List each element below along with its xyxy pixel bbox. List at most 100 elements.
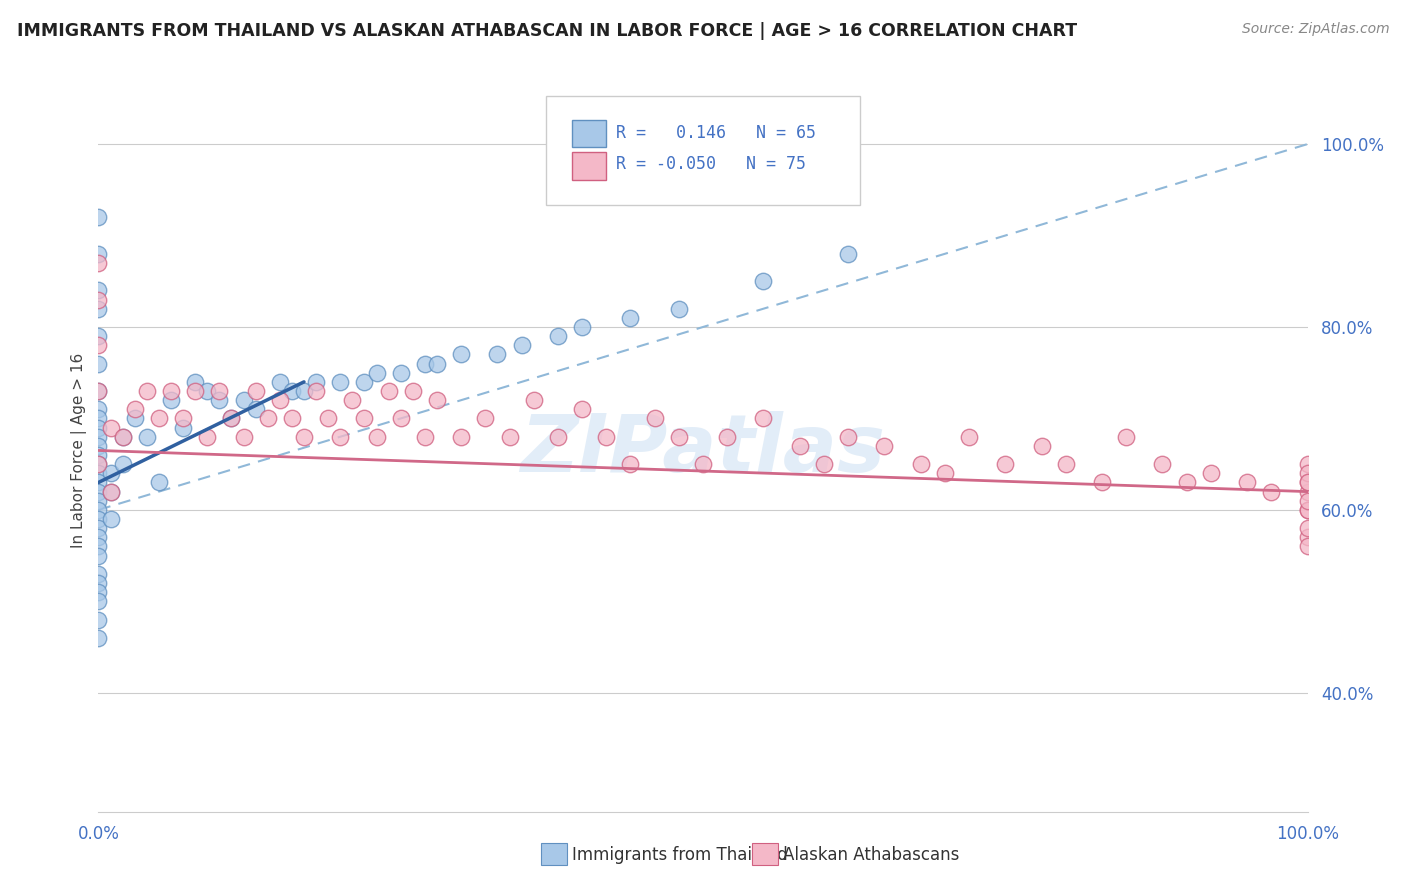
- Point: [100, 484, 122, 499]
- Point: [752, 411, 775, 425]
- Point: [87, 521, 110, 535]
- Point: [474, 411, 496, 425]
- Point: [1296, 484, 1319, 499]
- Point: [160, 393, 183, 408]
- Text: Immigrants from Thailand: Immigrants from Thailand: [572, 846, 787, 863]
- Point: [353, 375, 375, 389]
- Point: [87, 512, 110, 526]
- Point: [402, 384, 425, 398]
- Point: [87, 284, 110, 298]
- Point: [1296, 503, 1319, 517]
- Point: [366, 430, 388, 444]
- Point: [837, 430, 859, 444]
- Point: [87, 211, 110, 225]
- Point: [450, 430, 472, 444]
- Point: [1152, 457, 1174, 471]
- Point: [305, 375, 328, 389]
- Point: [87, 338, 110, 352]
- Point: [87, 457, 110, 471]
- Point: [111, 430, 134, 444]
- Point: [523, 393, 546, 408]
- Point: [957, 430, 980, 444]
- Point: [100, 484, 122, 499]
- Point: [87, 566, 110, 581]
- Point: [256, 411, 278, 425]
- Point: [1115, 430, 1137, 444]
- Point: [571, 320, 593, 334]
- Point: [87, 420, 110, 434]
- Text: R = -0.050   N = 75: R = -0.050 N = 75: [616, 154, 806, 173]
- Point: [184, 375, 207, 389]
- Point: [100, 512, 122, 526]
- Point: [195, 384, 218, 398]
- Point: [305, 384, 328, 398]
- Point: [160, 384, 183, 398]
- Point: [245, 384, 267, 398]
- Text: R =   0.146   N = 65: R = 0.146 N = 65: [616, 124, 815, 142]
- Point: [87, 585, 110, 599]
- Point: [292, 430, 315, 444]
- Point: [595, 430, 617, 444]
- Point: [87, 503, 110, 517]
- Point: [668, 301, 690, 316]
- Point: [100, 420, 122, 434]
- Point: [87, 384, 110, 398]
- Point: [692, 457, 714, 471]
- Point: [1296, 493, 1319, 508]
- Point: [87, 493, 110, 508]
- Point: [377, 384, 399, 398]
- Point: [486, 347, 509, 361]
- Point: [668, 430, 690, 444]
- Point: [329, 375, 352, 389]
- Point: [389, 366, 412, 380]
- Point: [837, 247, 859, 261]
- Point: [148, 475, 170, 490]
- Point: [87, 549, 110, 563]
- Point: [1296, 475, 1319, 490]
- Point: [87, 613, 110, 627]
- Point: [1296, 503, 1319, 517]
- Text: ZIPatlas: ZIPatlas: [520, 411, 886, 490]
- FancyBboxPatch shape: [546, 96, 860, 205]
- Point: [1054, 457, 1077, 471]
- Point: [195, 430, 218, 444]
- Point: [208, 393, 231, 408]
- Point: [87, 411, 110, 425]
- Point: [172, 420, 194, 434]
- Point: [934, 467, 956, 481]
- Point: [184, 384, 207, 398]
- FancyBboxPatch shape: [572, 152, 606, 179]
- Point: [100, 467, 122, 481]
- Point: [245, 402, 267, 417]
- Text: Alaskan Athabascans: Alaskan Athabascans: [783, 846, 959, 863]
- Point: [389, 411, 412, 425]
- Y-axis label: In Labor Force | Age > 16: In Labor Force | Age > 16: [72, 353, 87, 548]
- Point: [716, 430, 738, 444]
- Point: [135, 430, 157, 444]
- Point: [87, 293, 110, 307]
- Text: IMMIGRANTS FROM THAILAND VS ALASKAN ATHABASCAN IN LABOR FORCE | AGE > 16 CORRELA: IMMIGRANTS FROM THAILAND VS ALASKAN ATHA…: [17, 22, 1077, 40]
- Point: [232, 393, 254, 408]
- Point: [1175, 475, 1198, 490]
- Point: [1296, 521, 1319, 535]
- Point: [135, 384, 157, 398]
- Point: [87, 457, 110, 471]
- Point: [994, 457, 1017, 471]
- Point: [208, 384, 231, 398]
- Point: [366, 366, 388, 380]
- Point: [1296, 475, 1319, 490]
- Point: [281, 384, 304, 398]
- Point: [87, 357, 110, 371]
- Point: [148, 411, 170, 425]
- Point: [1296, 467, 1319, 481]
- Point: [87, 329, 110, 343]
- Point: [413, 357, 436, 371]
- Point: [1199, 467, 1222, 481]
- Point: [87, 631, 110, 645]
- Point: [426, 393, 449, 408]
- Point: [619, 310, 641, 325]
- Point: [644, 411, 666, 425]
- Point: [281, 411, 304, 425]
- Point: [87, 484, 110, 499]
- Point: [172, 411, 194, 425]
